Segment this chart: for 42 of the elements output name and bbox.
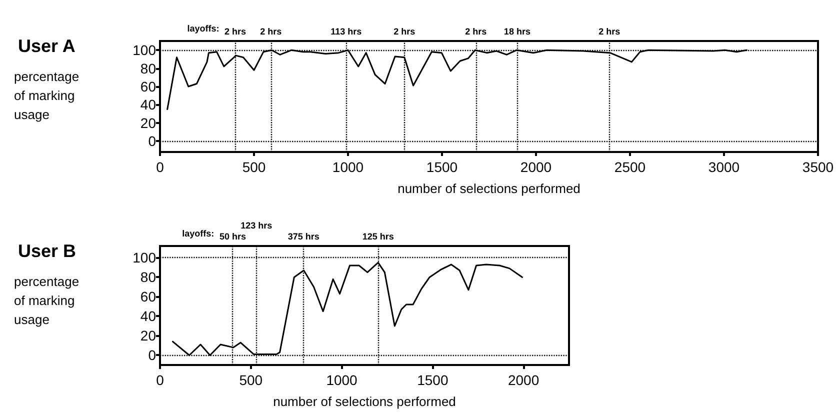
y-tick-label: 0 [148, 133, 156, 150]
y-tick-label: 20 [140, 328, 156, 344]
ref-line-label: 2 hrs [224, 26, 246, 36]
x-tick-label: 1000 [326, 372, 358, 388]
y-tick-label: 80 [140, 269, 156, 286]
x-axis-title: number of selections performed [398, 181, 580, 196]
y-axis-title: percentage of marking usage [14, 69, 83, 122]
ref-line-label: 2 hrs [598, 26, 620, 36]
y-axis-title: percentage of marking usage [14, 274, 83, 327]
ref-line-label: 2 hrs [260, 26, 282, 36]
ref-line-label: 2 hrs [394, 26, 416, 36]
x-axis-title: number of selections performed [273, 394, 456, 409]
ref-line-label: 375 hrs [288, 232, 320, 242]
y-tick-label: 100 [132, 42, 156, 58]
y-tick-label: 80 [140, 60, 156, 76]
x-tick-label: 1500 [426, 159, 458, 175]
text: layoffs: [182, 228, 214, 238]
y-tick-label: 60 [140, 78, 156, 94]
chart-title: User B [18, 241, 76, 261]
x-tick-label: 1000 [332, 159, 364, 175]
y-tick-label: 40 [140, 96, 156, 113]
x-tick-label: 3500 [802, 159, 834, 175]
ref-line-label: 125 hrs [362, 232, 394, 242]
x-tick-label: 3000 [708, 159, 740, 175]
x-tick-label: 2500 [614, 159, 646, 175]
ref-line-label: 50 hrs [219, 232, 246, 242]
y-tick-label: 40 [140, 308, 156, 324]
ref-line-label: 113 hrs [330, 26, 362, 36]
y-tick-label: 20 [140, 114, 156, 131]
x-tick-label: 500 [239, 372, 263, 388]
x-tick-label: 2000 [508, 372, 540, 388]
y-tick-label: 100 [132, 250, 156, 266]
ref-line-label: 18 hrs [504, 26, 530, 36]
x-tick-label: 1500 [417, 372, 448, 388]
chart-title: User A [18, 36, 76, 56]
ref-line-label: 2 hrs [465, 26, 487, 36]
x-tick-label: 2000 [520, 159, 552, 175]
y-tick-label: 60 [140, 288, 156, 305]
y-tick-label: 0 [148, 347, 156, 364]
x-tick-label: 500 [242, 159, 266, 175]
ref-line-label: 123 hrs [240, 220, 272, 230]
text: layoffs: [187, 24, 220, 34]
